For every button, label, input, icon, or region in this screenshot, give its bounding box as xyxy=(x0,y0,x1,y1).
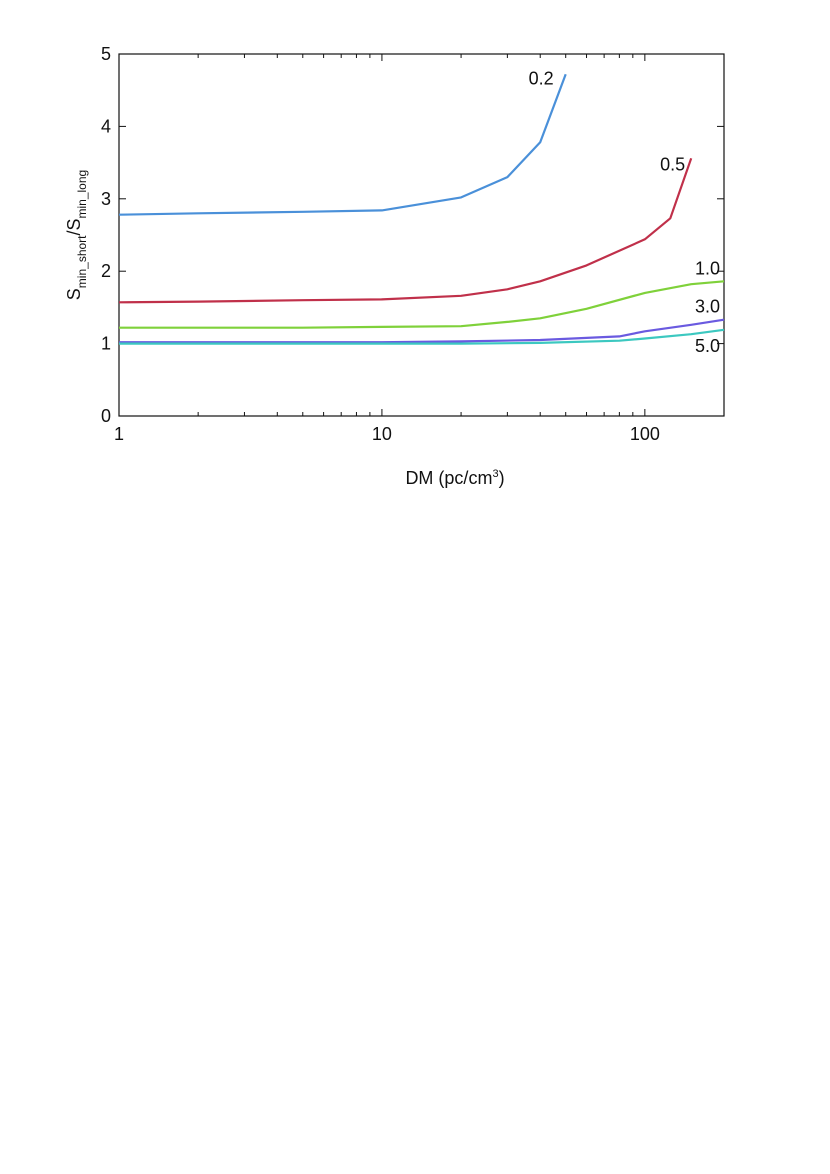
x-tick-label: 10 xyxy=(372,424,392,444)
series-label-0-5: 0.5 xyxy=(660,154,685,174)
y-axis-title-s1: S xyxy=(64,288,84,300)
y-tick-label: 1 xyxy=(101,334,111,354)
y-tick-label: 3 xyxy=(101,189,111,209)
x-tick-label: 100 xyxy=(630,424,660,444)
series-label-0-2: 0.2 xyxy=(529,68,554,88)
y-tick-label: 2 xyxy=(101,261,111,281)
y-axis-title-sep: /S xyxy=(64,218,84,235)
series-line-0-2 xyxy=(118,73,567,216)
series-label-1-0: 1.0 xyxy=(695,258,720,278)
y-axis-title-sub1: min_short xyxy=(75,235,89,288)
axis-ticks xyxy=(118,53,725,417)
series-line-5-0 xyxy=(119,328,725,345)
series-label-5-0: 5.0 xyxy=(695,336,720,356)
plot-frame xyxy=(118,53,725,417)
y-tick-label: 5 xyxy=(101,44,111,64)
y-tick-label: 0 xyxy=(101,406,111,426)
x-axis-title-sup: 3 xyxy=(492,468,498,480)
series-line-0-5 xyxy=(118,157,693,304)
series-line-1-0 xyxy=(119,280,725,329)
y-axis-title-sub2: min_long xyxy=(75,170,89,219)
x-tick-label: 1 xyxy=(114,424,124,444)
series-label-3-0: 3.0 xyxy=(695,297,720,317)
series-labels: 0.2 0.5 1.0 3.0 5.0 xyxy=(529,68,720,356)
series-lines xyxy=(118,73,725,345)
x-axis-title-end: ) xyxy=(499,468,505,488)
y-axis-title: Smin_short/Smin_long xyxy=(64,170,89,300)
y-tick-label: 4 xyxy=(101,116,111,136)
x-axis-title-main: DM (pc/cm xyxy=(405,468,492,488)
x-axis-title: DM (pc/cm3) xyxy=(405,468,504,488)
series-line-3-0 xyxy=(119,318,725,344)
